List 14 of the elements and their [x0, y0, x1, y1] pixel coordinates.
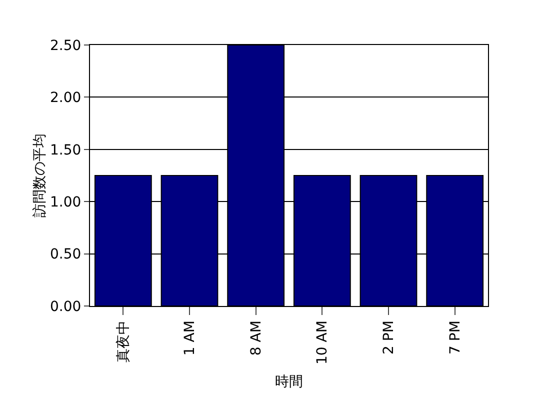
- x-tick-label: 1 AM: [182, 320, 198, 356]
- x-tick-label: 2 PM: [381, 320, 398, 354]
- y-tick-label: 2.50: [50, 38, 82, 54]
- y-axis-title: 訪問数の平均: [32, 134, 48, 218]
- y-tick-label: 0.50: [50, 246, 82, 263]
- y-tick-label: 1.00: [50, 194, 82, 210]
- x-tick-label: 10 AM: [314, 320, 331, 365]
- x-axis-title: 時間: [275, 374, 303, 390]
- x-tick-label: 7 PM: [447, 320, 464, 354]
- y-tick-label: 2.00: [50, 90, 82, 106]
- y-tick-label: 0.00: [50, 298, 82, 315]
- x-tick-label: 8 AM: [248, 320, 264, 356]
- x-tick-label: 真夜中: [116, 320, 132, 363]
- y-tick-label: 1.50: [50, 142, 82, 158]
